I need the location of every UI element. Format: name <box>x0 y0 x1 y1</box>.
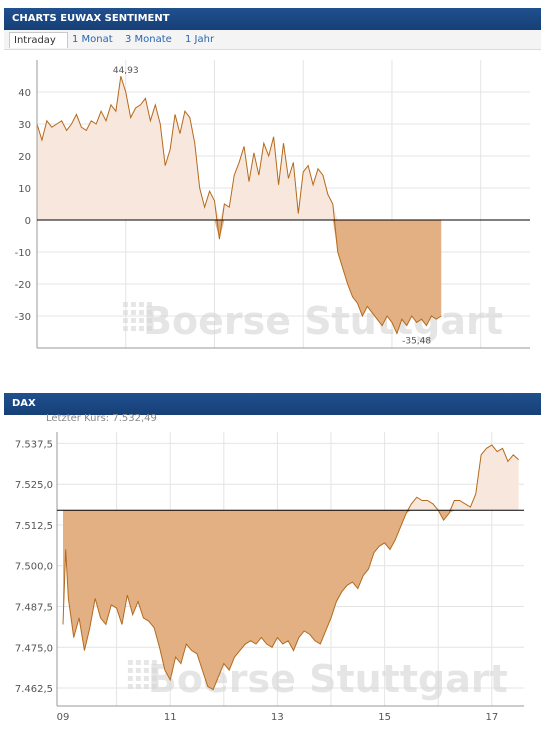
below-baseline-fill <box>63 510 519 690</box>
extreme-value-label: -35,48 <box>402 337 431 347</box>
positive-area-fill <box>37 76 442 220</box>
sentiment-line <box>36 76 442 335</box>
y-tick-label: 7.475,0 <box>15 643 53 654</box>
watermark-dot <box>122 318 128 323</box>
axis-tick-labels: 7.462,5 7.475,0 7.487,5 7.500,0 7.512,5 7.525… <box>15 439 498 723</box>
x-tick-label: 17 <box>485 712 498 723</box>
y-tick-label: -30 <box>15 312 31 323</box>
chart-axes <box>36 60 530 349</box>
y-tick-label: 7.487,5 <box>15 603 53 614</box>
watermark-dot <box>135 676 141 681</box>
watermark-dot <box>146 326 152 331</box>
watermark-dot <box>135 668 141 673</box>
tab-1-monat[interactable]: 1 Monat <box>72 34 113 45</box>
x-tick-label: 15 <box>378 712 391 723</box>
x-tick-label: 11 <box>164 712 177 723</box>
watermark-dot <box>135 684 141 689</box>
y-tick-label: 7.512,5 <box>15 521 53 532</box>
above-baseline-fill <box>63 445 519 511</box>
watermark-dot <box>143 660 149 665</box>
timeframe-tab-bar: Intraday 1 Monat 3 Monate 1 Jahr <box>4 30 541 50</box>
watermark: Boerse Stuttgart <box>122 299 503 343</box>
watermark-dot <box>143 684 149 689</box>
watermark-dot <box>151 660 157 665</box>
watermark-dot <box>151 684 157 689</box>
watermark-dot <box>122 310 128 315</box>
y-tick-label: 7.525,0 <box>15 480 53 491</box>
sentiment-area-series <box>36 76 442 335</box>
extreme-value-label: 44,93 <box>113 66 139 76</box>
tab-intraday[interactable]: Intraday <box>9 32 68 48</box>
watermark-dot <box>127 668 133 673</box>
y-tick-label: 10 <box>18 184 31 195</box>
dax-price-line <box>62 444 519 691</box>
y-axis-tick-labels: -30 -20 -10 0 10 20 30 40 <box>15 88 31 323</box>
y-tick-label: 30 <box>18 120 31 131</box>
y-tick-label: 7.537,5 <box>15 439 53 450</box>
watermark-text: Boerse Stuttgart <box>143 299 503 343</box>
y-tick-label: 7.500,0 <box>15 562 53 573</box>
watermark-dot <box>130 318 136 323</box>
y-tick-label: -20 <box>15 280 31 291</box>
watermark-dot <box>130 310 136 315</box>
annotations: 44,93 -35,48 <box>113 66 432 346</box>
y-tick-label: 0 <box>25 216 31 227</box>
watermark-dot <box>135 660 141 665</box>
watermark-dot <box>127 684 133 689</box>
watermark-dot <box>146 318 152 323</box>
watermark-dot <box>138 310 144 315</box>
watermark: Boerse Stuttgart <box>127 657 508 701</box>
watermark-dot <box>151 676 157 681</box>
watermark-dot <box>122 326 128 331</box>
y-tick-label: 20 <box>18 152 31 163</box>
last-price-label: Letzter Kurs: 7.532,49 <box>46 413 157 424</box>
negative-area-fill <box>37 220 442 334</box>
tab-1-jahr[interactable]: 1 Jahr <box>185 34 215 45</box>
watermark-dot <box>146 302 152 307</box>
tab-3-monate[interactable]: 3 Monate <box>125 34 172 45</box>
watermark-dot <box>130 326 136 331</box>
euwax-sentiment-chart: Boerse Stuttgart -30 -20 -10 0 10 20 30 40 44,9… <box>15 60 530 349</box>
dax-panel-title: DAX <box>12 398 36 409</box>
y-tick-label: 40 <box>18 88 31 99</box>
dax-panel-header: DAX <box>4 393 541 415</box>
sentiment-panel-title: CHARTS EUWAX SENTIMENT <box>12 13 170 24</box>
watermark-dot <box>143 668 149 673</box>
sentiment-panel-header: CHARTS EUWAX SENTIMENT <box>4 8 541 30</box>
dax-chart: Letzter Kurs: 7.532,49 Boerse Stuttgart … <box>15 413 524 723</box>
watermark-dot <box>127 676 133 681</box>
y-tick-label: 7.462,5 <box>15 684 53 695</box>
x-tick-label: 13 <box>271 712 284 723</box>
x-tick-label: 09 <box>57 712 70 723</box>
watermark-dot <box>138 318 144 323</box>
watermark-dot <box>122 302 128 307</box>
y-tick-label: -10 <box>15 248 31 259</box>
watermark-dot <box>138 302 144 307</box>
watermark-dot <box>151 668 157 673</box>
watermark-dot <box>130 302 136 307</box>
watermark-dot <box>138 326 144 331</box>
dax-area-series <box>62 444 519 691</box>
watermark-dot <box>143 676 149 681</box>
chart-axes <box>56 432 524 707</box>
watermark-dot <box>127 660 133 665</box>
watermark-dot <box>146 310 152 315</box>
